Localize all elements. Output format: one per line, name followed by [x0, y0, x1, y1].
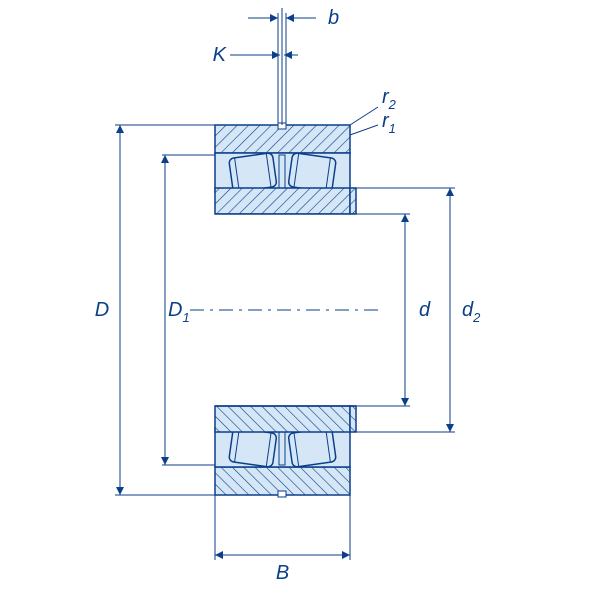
label-b: b [328, 7, 339, 29]
label-D: D [95, 299, 109, 321]
inner-ring-top [215, 188, 350, 214]
label-B: B [276, 562, 289, 584]
label-D1: D1 [168, 299, 190, 325]
label-K: K [213, 44, 228, 66]
lower-half [215, 406, 356, 497]
label-r1: r1 [382, 110, 396, 136]
label-r2: r2 [382, 86, 397, 112]
label-d2: d2 [462, 299, 481, 325]
label-d: d [419, 299, 431, 321]
